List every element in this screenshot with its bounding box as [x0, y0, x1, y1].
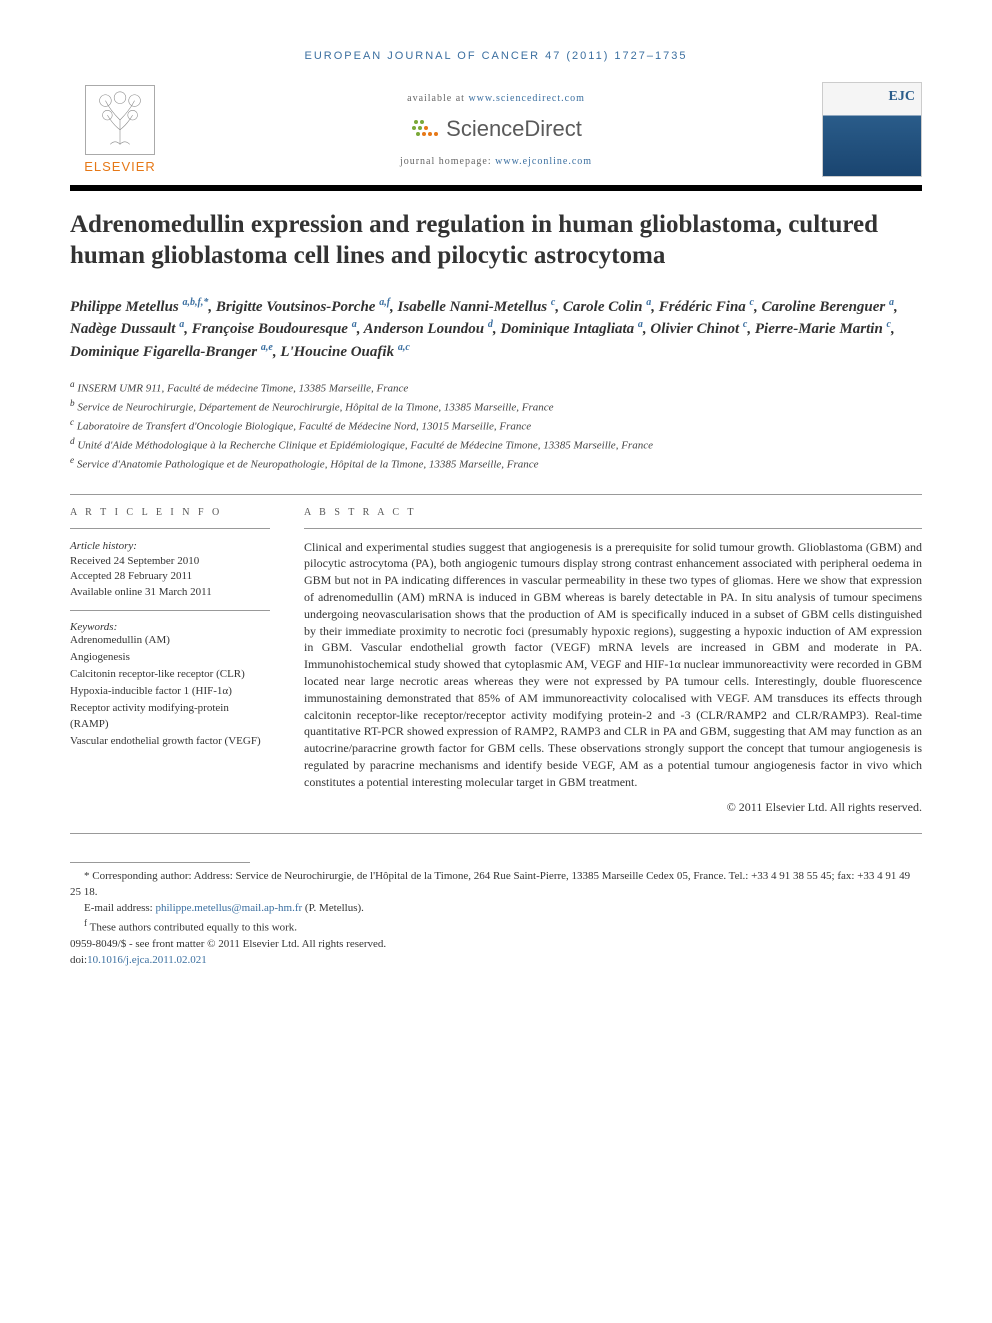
- ejc-homepage-link[interactable]: www.ejconline.com: [495, 156, 592, 167]
- article-history: Article history: Received 24 September 2…: [70, 539, 270, 601]
- email-line: E-mail address: philippe.metellus@mail.a…: [70, 901, 922, 917]
- header-center: available at www.sciencedirect.com Scien…: [170, 93, 822, 167]
- corresponding-author: * Corresponding author: Address: Service…: [70, 869, 922, 901]
- header-divider: [70, 185, 922, 191]
- info-abstract-row: A R T I C L E I N F O Article history: R…: [70, 507, 922, 816]
- author-list: Philippe Metellus a,b,f,*, Brigitte Vout…: [70, 296, 922, 364]
- sciencedirect-dots-icon: [410, 118, 440, 140]
- doi-link[interactable]: 10.1016/j.ejca.2011.02.021: [87, 954, 207, 966]
- footnotes: * Corresponding author: Address: Service…: [70, 862, 922, 968]
- keyword-item: Adrenomedullin (AM): [70, 633, 270, 649]
- elsevier-logo[interactable]: ELSEVIER: [70, 85, 170, 174]
- keyword-item: Hypoxia-inducible factor 1 (HIF-1α): [70, 684, 270, 700]
- article-info-heading: A R T I C L E I N F O: [70, 507, 270, 518]
- running-head: EUROPEAN JOURNAL OF CANCER 47 (2011) 172…: [70, 50, 922, 62]
- keyword-item: Vascular endothelial growth factor (VEGF…: [70, 734, 270, 750]
- history-accepted: Accepted 28 February 2011: [70, 569, 270, 584]
- elsevier-tree-icon: [85, 85, 155, 155]
- history-received: Received 24 September 2010: [70, 554, 270, 569]
- elsevier-wordmark: ELSEVIER: [70, 159, 170, 174]
- section-divider: [70, 833, 922, 834]
- journal-abbr: EJC: [889, 89, 915, 105]
- sciencedirect-wordmark: ScienceDirect: [446, 116, 582, 142]
- keyword-item: Calcitonin receptor-like receptor (CLR): [70, 667, 270, 683]
- abstract-heading: A B S T R A C T: [304, 507, 922, 518]
- keyword-item: Receptor activity modifying-protein (RAM…: [70, 701, 270, 733]
- issn-line: 0959-8049/$ - see front matter © 2011 El…: [70, 937, 922, 953]
- abstract-text: Clinical and experimental studies sugges…: [304, 539, 922, 791]
- article-page: EUROPEAN JOURNAL OF CANCER 47 (2011) 172…: [0, 0, 992, 1009]
- info-divider: [70, 528, 270, 529]
- doi-line: doi:10.1016/j.ejca.2011.02.021: [70, 953, 922, 969]
- article-info: A R T I C L E I N F O Article history: R…: [70, 507, 270, 816]
- author-email-link[interactable]: philippe.metellus@mail.ap-hm.fr: [155, 902, 302, 914]
- section-divider: [70, 494, 922, 495]
- publisher-header: ELSEVIER available at www.sciencedirect.…: [70, 82, 922, 177]
- journal-homepage: journal homepage: www.ejconline.com: [170, 156, 822, 167]
- history-online: Available online 31 March 2011: [70, 585, 270, 600]
- sciencedirect-logo[interactable]: ScienceDirect: [170, 116, 822, 142]
- keyword-item: Angiogenesis: [70, 650, 270, 666]
- keywords-label: Keywords:: [70, 621, 270, 633]
- available-at: available at www.sciencedirect.com: [170, 93, 822, 104]
- copyright-line: © 2011 Elsevier Ltd. All rights reserved…: [304, 800, 922, 815]
- info-divider: [70, 610, 270, 611]
- affiliation-list: a INSERM UMR 911, Faculté de médecine Ti…: [70, 378, 922, 474]
- keyword-list: Adrenomedullin (AM)AngiogenesisCalcitoni…: [70, 633, 270, 750]
- history-label: Article history:: [70, 539, 270, 554]
- footnote-rule: [70, 862, 250, 863]
- abstract-divider: [304, 528, 922, 529]
- article-title: Adrenomedullin expression and regulation…: [70, 209, 922, 272]
- journal-cover-thumbnail[interactable]: EJC: [822, 82, 922, 177]
- abstract-column: A B S T R A C T Clinical and experimenta…: [304, 507, 922, 816]
- sciencedirect-link[interactable]: www.sciencedirect.com: [468, 93, 584, 104]
- equal-contribution: f These authors contributed equally to t…: [70, 917, 922, 937]
